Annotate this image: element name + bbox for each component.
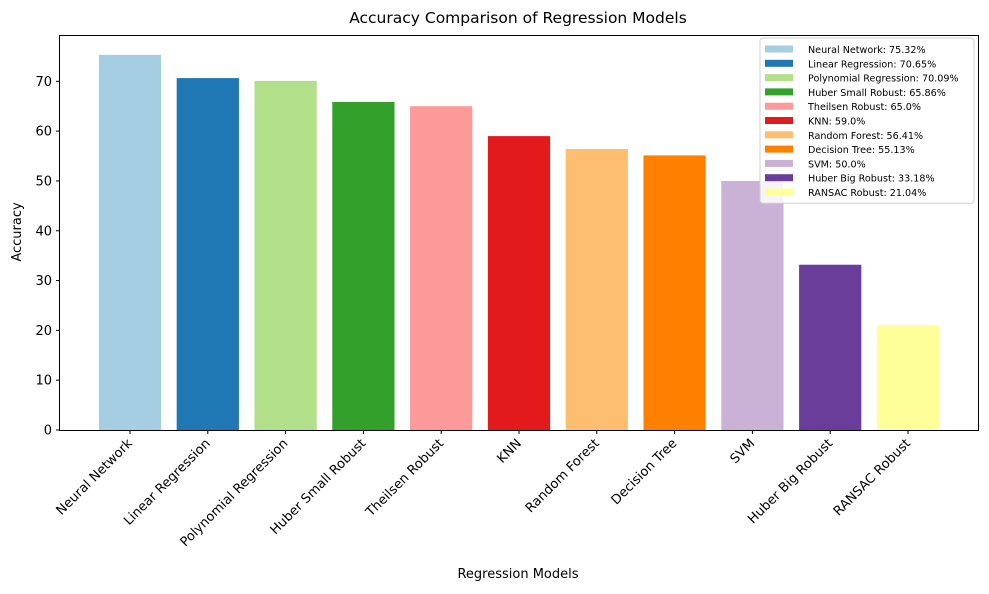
bar-theilsen-robust — [410, 106, 473, 431]
legend-swatch — [765, 59, 793, 67]
legend-swatch — [765, 102, 793, 110]
legend-swatch — [765, 188, 793, 196]
x-tick-label: Theilsen Robust — [363, 436, 447, 520]
legend-swatch — [765, 145, 793, 153]
plot-frame — [59, 35, 979, 431]
bar-huber-big-robust — [799, 264, 862, 430]
bar-random-forest — [565, 149, 628, 430]
x-tick-label: Random Forest — [523, 436, 603, 516]
chart-title: Accuracy Comparison of Regression Models — [349, 9, 687, 27]
x-tick-label: Decision Tree — [609, 436, 681, 508]
x-tick-label: Huber Big Robust — [745, 436, 836, 527]
legend-entry: Huber Small Robust: 65.86% — [808, 88, 946, 99]
legend-swatch — [765, 117, 793, 124]
bar-decision-tree — [643, 155, 706, 430]
legend-swatch — [765, 74, 793, 82]
legend-entry: Random Forest: 56.41% — [808, 131, 923, 142]
legend-entry: SVM: 50.0% — [808, 159, 866, 170]
legend: Neural Network: 75.32% Linear Regression:… — [759, 37, 975, 204]
legend-entry: Polynomial Regression: 70.09% — [808, 74, 959, 85]
bars-group — [98, 54, 940, 431]
legend-entry: Decision Tree: 55.13% — [808, 145, 915, 156]
x-tick-label: SVM — [728, 436, 759, 467]
bar-ransac-robust — [876, 325, 940, 430]
y-tick-label: 20 — [35, 324, 52, 339]
bar-huber-small-robust — [332, 101, 395, 431]
legend-swatch — [765, 131, 793, 139]
y-tick-label: 60 — [35, 125, 52, 140]
legend-entry: RANSAC Robust: 21.04% — [808, 188, 926, 199]
legend-entry: KNN: 59.0% — [808, 117, 865, 128]
y-tick-label: 0 — [44, 424, 52, 439]
bar-knn — [487, 136, 551, 430]
y-tick-label: 30 — [35, 274, 52, 289]
x-tick-label: KNN — [494, 436, 524, 466]
bar-polynomial-regression — [254, 80, 317, 430]
legend-entry: Theilsen Robust: 65.0% — [807, 102, 921, 113]
bar-svm — [721, 180, 784, 430]
x-tick-label: RANSAC Robust — [831, 436, 914, 519]
legend-entry: Huber Big Robust: 33.18% — [808, 174, 935, 185]
legend-swatch — [765, 88, 793, 96]
legend-entry: Neural Network: 75.32% — [808, 45, 926, 56]
y-tick-label: 40 — [35, 224, 52, 239]
x-tick-label: Linear Regression — [121, 436, 213, 528]
y-tick-label: 70 — [35, 75, 52, 90]
x-axis-label: Regression Models — [457, 567, 578, 582]
legend-swatch — [765, 45, 793, 53]
legend-swatch — [765, 174, 793, 182]
y-axis-ticks: 0 10 20 30 40 50 60 70 — [35, 75, 60, 439]
legend-entry: Linear Regression: 70.65% — [808, 59, 936, 70]
legend-box — [759, 37, 975, 204]
legend-swatch — [765, 159, 793, 167]
bar-neural-network — [98, 54, 162, 431]
x-tick-label: Neural Network — [54, 436, 137, 519]
y-axis-label: Accuracy — [10, 202, 25, 262]
y-tick-label: 50 — [35, 174, 52, 189]
bar-linear-regression — [176, 78, 239, 431]
y-tick-label: 10 — [35, 374, 52, 389]
